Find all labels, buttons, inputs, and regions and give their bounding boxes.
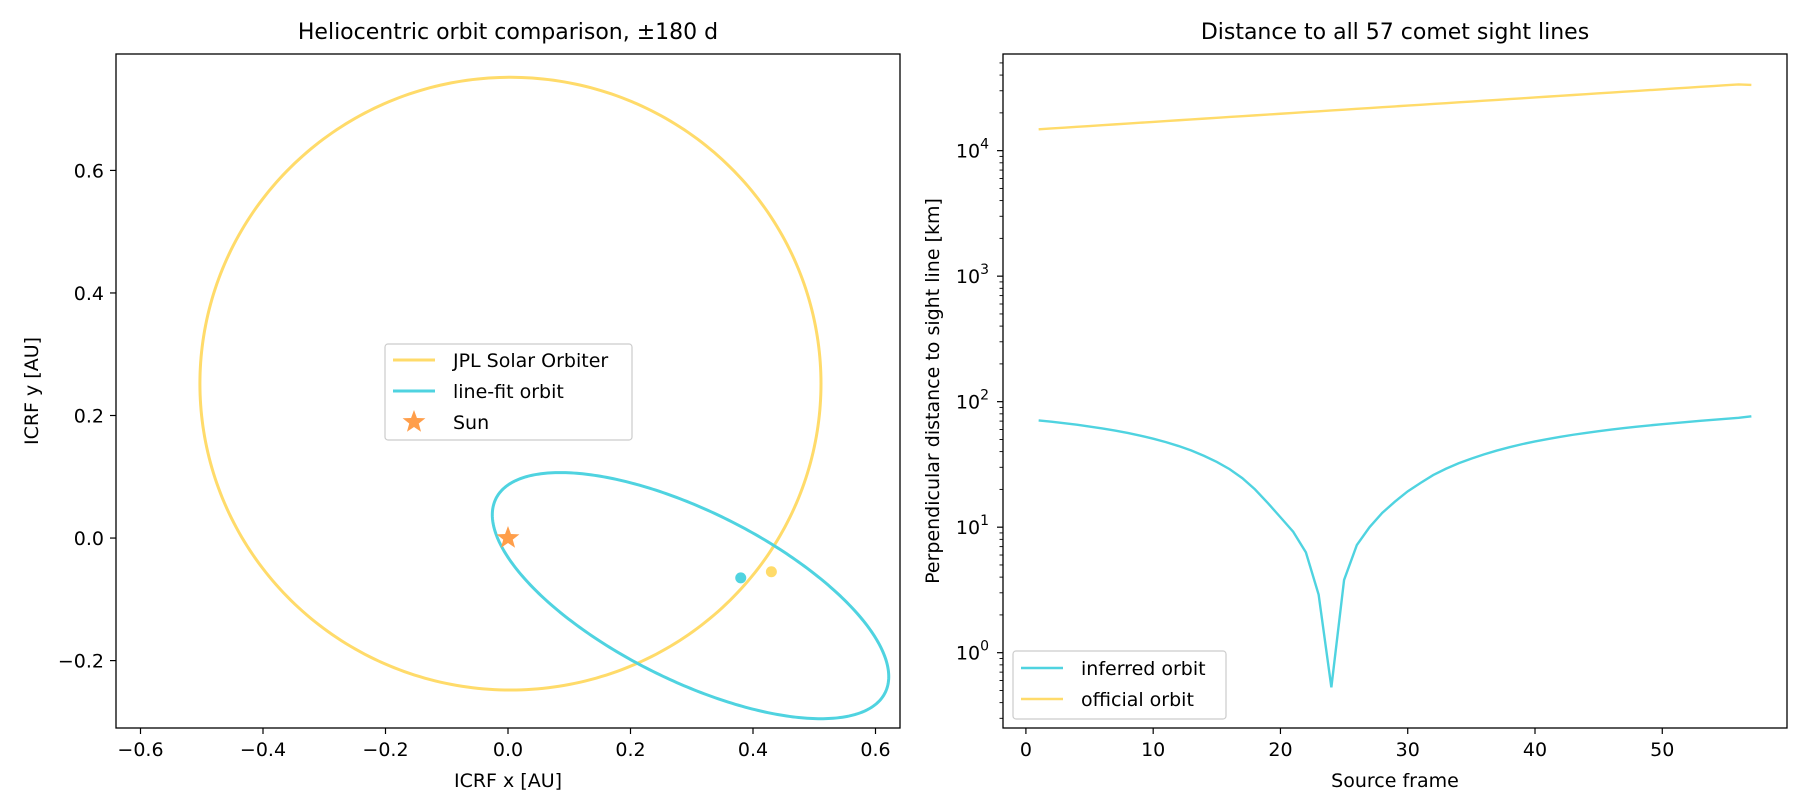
- right-x-tick-label: 40: [1523, 739, 1547, 761]
- right-plot-area: [1038, 83, 1752, 688]
- right-y-tick-label: 100: [956, 639, 989, 665]
- right-x-tick-label: 0: [1020, 739, 1032, 761]
- left-x-tick-label: 0.4: [738, 739, 768, 761]
- sun-star-marker: [496, 526, 520, 548]
- left-y-axis-label: ICRF y [AU]: [21, 337, 43, 445]
- right-axes-frame: [1002, 53, 1788, 729]
- orbit-comparison-panel: Heliocentric orbit comparison, ±180 d −0…: [21, 20, 901, 792]
- left-legend: JPL Solar Orbiter line-fit orbit Sun: [384, 343, 633, 441]
- left-x-axis-label: ICRF x [AU]: [454, 770, 562, 792]
- right-y-tick-label: 104: [956, 137, 989, 163]
- right-x-tick-label: 10: [1141, 739, 1165, 761]
- left-x-tick-label: 0.0: [493, 739, 523, 761]
- left-x-tick-label: 0.6: [860, 739, 890, 761]
- right-chart-title: Distance to all 57 comet sight lines: [1201, 20, 1589, 45]
- sight-line-distance-panel: Distance to all 57 comet sight lines 0 10…: [922, 20, 1788, 792]
- left-x-tick-label: 0.2: [615, 739, 645, 761]
- right-legend-label: official orbit: [1081, 689, 1194, 711]
- orbit-marker-0: [765, 566, 777, 578]
- right-x-tick-label: 50: [1650, 739, 1674, 761]
- left-y-tick-label: −0.2: [58, 651, 104, 673]
- orbit-marker-1: [735, 572, 747, 584]
- right-legend-box: [1012, 650, 1227, 720]
- right-x-axis-label: Source frame: [1331, 770, 1459, 792]
- right-y-axis-label: Perpendicular distance to sight line [km…: [922, 198, 944, 584]
- left-x-tick-label: −0.4: [240, 739, 286, 761]
- legend-star-icon: [402, 410, 426, 432]
- right-legend: inferred orbit official orbit: [1012, 650, 1227, 720]
- series-line-0: [1038, 415, 1752, 688]
- right-x-tick-label: 30: [1396, 739, 1420, 761]
- left-legend-label: line-fit orbit: [453, 381, 564, 403]
- left-y-axis-ticks: −0.2 0.0 0.2 0.4 0.6: [58, 160, 116, 673]
- left-y-tick-label: 0.6: [74, 160, 104, 182]
- right-y-tick-label: 103: [956, 262, 989, 288]
- left-y-tick-label: 0.4: [74, 283, 104, 305]
- left-plot-area: [198, 75, 891, 721]
- left-y-tick-label: 0.0: [74, 528, 104, 550]
- left-x-tick-label: −0.2: [362, 739, 408, 761]
- right-x-axis-ticks: 0 10 20 30 40 50: [1020, 728, 1674, 761]
- right-legend-label: inferred orbit: [1081, 658, 1206, 680]
- orbit-line-0: [198, 75, 823, 692]
- right-y-tick-label: 102: [956, 388, 989, 414]
- left-legend-label: JPL Solar Orbiter: [452, 350, 608, 372]
- left-y-tick-label: 0.2: [74, 406, 104, 428]
- right-y-tick-label: 101: [956, 513, 989, 539]
- series-line-1: [1038, 83, 1752, 131]
- right-y-axis-ticks: 100 101 102 103 104: [956, 62, 1003, 719]
- left-x-axis-ticks: −0.6 −0.4 −0.2 0.0 0.2 0.4 0.6: [117, 728, 891, 761]
- left-legend-box: [384, 343, 633, 441]
- left-legend-label: Sun: [453, 412, 489, 434]
- left-chart-title: Heliocentric orbit comparison, ±180 d: [298, 20, 718, 45]
- orbit-line-1: [490, 471, 891, 721]
- right-x-tick-label: 20: [1268, 739, 1292, 761]
- left-x-tick-label: −0.6: [117, 739, 163, 761]
